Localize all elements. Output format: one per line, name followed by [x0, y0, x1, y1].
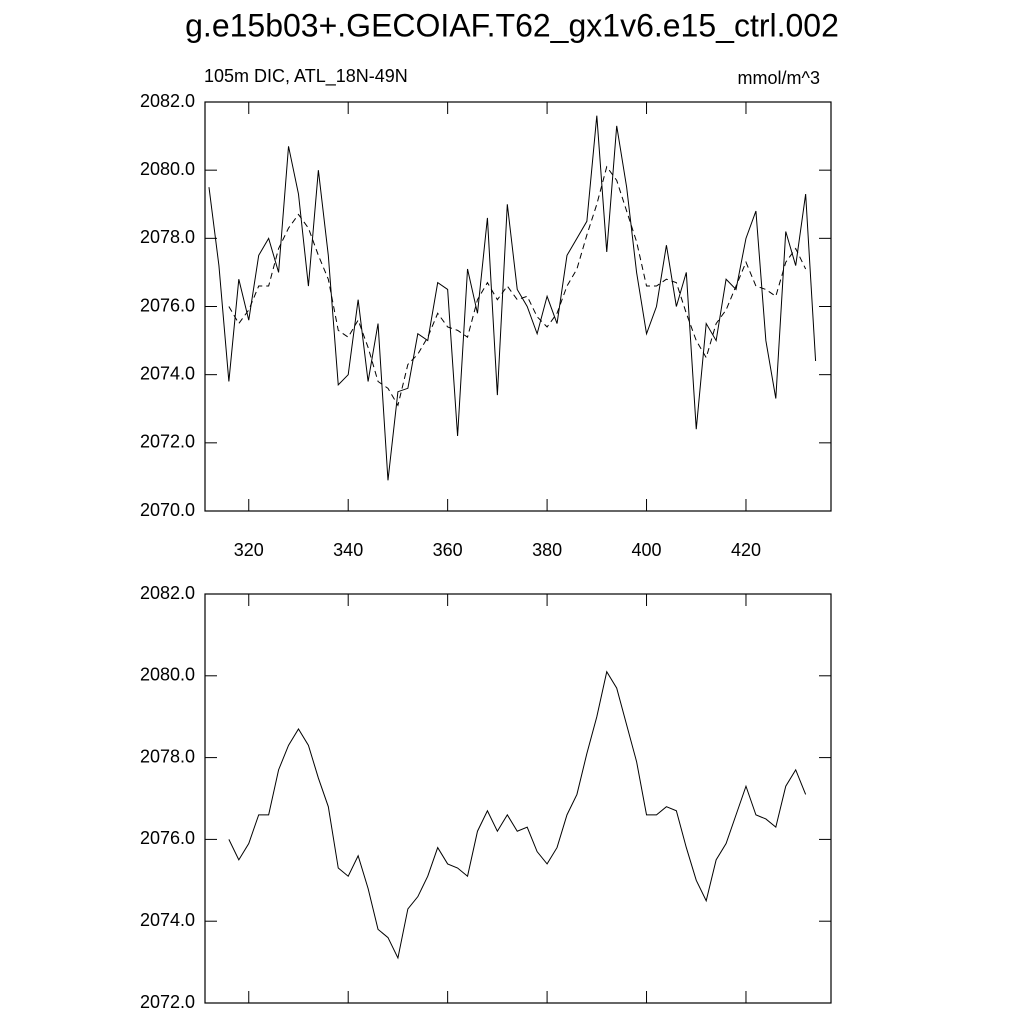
x-tick-label: 360	[433, 540, 463, 560]
data-line	[228, 670, 807, 960]
x-tick-label: 320	[234, 540, 264, 560]
y-tick-label: 2078.0	[140, 227, 195, 247]
plot-frame	[204, 593, 832, 1004]
y-tick-label: 2080.0	[140, 665, 195, 685]
y-tick-label: 2074.0	[140, 910, 195, 930]
x-tick-label: 420	[731, 540, 761, 560]
y-tick-label: 2082.0	[140, 583, 195, 603]
data-line	[228, 165, 807, 407]
y-tick-label: 2076.0	[140, 295, 195, 315]
y-tick-label: 2078.0	[140, 746, 195, 766]
subtitle-left: 105m DIC, ATL_18N-49N	[204, 66, 408, 87]
y-tick-label: 2074.0	[140, 363, 195, 383]
chart-title: g.e15b03+.GECOIAF.T62_gx1v6.e15_ctrl.002	[185, 7, 839, 43]
y-tick-label: 2072.0	[140, 992, 195, 1012]
x-tick-label: 340	[333, 540, 363, 560]
y-tick-label: 2080.0	[140, 159, 195, 179]
y-tick-label: 2082.0	[140, 91, 195, 111]
subtitle-right: mmol/m^3	[738, 68, 820, 88]
x-tick-label: 400	[632, 540, 662, 560]
y-tick-label: 2076.0	[140, 828, 195, 848]
y-tick-label: 2070.0	[140, 500, 195, 520]
data-line	[208, 115, 817, 481]
plot-frame	[204, 101, 832, 512]
x-tick-label: 380	[532, 540, 562, 560]
y-tick-label: 2072.0	[140, 432, 195, 452]
